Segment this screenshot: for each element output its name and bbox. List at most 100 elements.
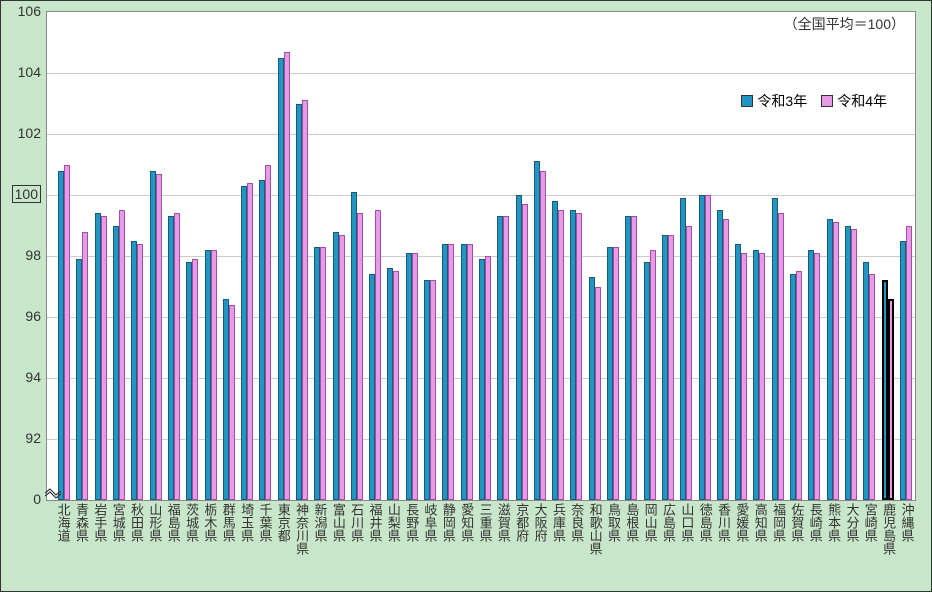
bar-group bbox=[73, 12, 91, 500]
x-tick-label: 埼玉県 bbox=[237, 501, 255, 591]
bar bbox=[174, 213, 180, 500]
bar bbox=[137, 244, 143, 500]
bar-group bbox=[787, 12, 805, 500]
x-tick-label: 和歌山県 bbox=[586, 501, 604, 591]
bar bbox=[705, 195, 711, 500]
x-tick-label: 岐阜県 bbox=[421, 501, 439, 591]
bar bbox=[101, 216, 107, 500]
x-tick-label: 長野県 bbox=[403, 501, 421, 591]
bar bbox=[412, 253, 418, 500]
bar-group bbox=[110, 12, 128, 500]
bar bbox=[211, 250, 217, 500]
bar-group bbox=[165, 12, 183, 500]
bar-group bbox=[823, 12, 841, 500]
bar bbox=[558, 210, 564, 500]
x-tick-label: 長崎県 bbox=[806, 501, 824, 591]
bar-group bbox=[641, 12, 659, 500]
x-tick-label: 北海道 bbox=[54, 501, 72, 591]
bar bbox=[778, 213, 784, 500]
bar bbox=[650, 250, 656, 500]
bar bbox=[82, 232, 88, 500]
y-tick-label: 96 bbox=[25, 308, 41, 324]
bars-area bbox=[47, 12, 915, 500]
bar bbox=[576, 213, 582, 500]
bar-group bbox=[659, 12, 677, 500]
bar bbox=[430, 280, 436, 500]
bar bbox=[888, 299, 894, 500]
bar bbox=[192, 259, 198, 500]
bar bbox=[522, 204, 528, 500]
bar-group bbox=[622, 12, 640, 500]
bar bbox=[448, 244, 454, 500]
bar-group bbox=[220, 12, 238, 500]
x-tick-label: 京都府 bbox=[513, 501, 531, 591]
bar bbox=[156, 174, 162, 500]
bar-group bbox=[842, 12, 860, 500]
bar-group bbox=[293, 12, 311, 500]
x-tick-label: 愛知県 bbox=[458, 501, 476, 591]
x-tick-label: 静岡県 bbox=[439, 501, 457, 591]
y-tick-label: 106 bbox=[18, 3, 41, 19]
bar bbox=[64, 165, 70, 501]
x-tick-label: 広島県 bbox=[659, 501, 677, 591]
x-tick-label: 福岡県 bbox=[769, 501, 787, 591]
bar bbox=[339, 235, 345, 500]
bar bbox=[467, 244, 473, 500]
bar-group bbox=[421, 12, 439, 500]
bar bbox=[119, 210, 125, 500]
y-tick-label: 94 bbox=[25, 369, 41, 385]
x-tick-label: 山形県 bbox=[146, 501, 164, 591]
bar bbox=[613, 247, 619, 500]
bar-group bbox=[494, 12, 512, 500]
x-tick-label: 熊本県 bbox=[824, 501, 842, 591]
bar-group bbox=[201, 12, 219, 500]
bar-group bbox=[677, 12, 695, 500]
bar-group bbox=[531, 12, 549, 500]
bar-group bbox=[897, 12, 915, 500]
bar-group bbox=[55, 12, 73, 500]
bar bbox=[595, 287, 601, 501]
x-tick-label: 石川県 bbox=[348, 501, 366, 591]
bar bbox=[485, 256, 491, 500]
x-tick-label: 沖縄県 bbox=[898, 501, 916, 591]
bar-group bbox=[256, 12, 274, 500]
bar-group bbox=[695, 12, 713, 500]
x-tick-label: 群馬県 bbox=[219, 501, 237, 591]
bar-group bbox=[183, 12, 201, 500]
bar bbox=[741, 253, 747, 500]
bar bbox=[906, 226, 912, 501]
x-tick-label: 高知県 bbox=[751, 501, 769, 591]
bar-group bbox=[384, 12, 402, 500]
y-tick-label: 104 bbox=[18, 64, 41, 80]
plot-area: （全国平均＝100） 令和3年 令和4年 bbox=[46, 11, 916, 501]
x-tick-label: 栃木県 bbox=[201, 501, 219, 591]
x-tick-label: 徳島県 bbox=[696, 501, 714, 591]
bar bbox=[814, 253, 820, 500]
bar bbox=[833, 222, 839, 500]
bar bbox=[540, 171, 546, 500]
bar bbox=[320, 247, 326, 500]
bar-group bbox=[92, 12, 110, 500]
y-tick-label: 100 bbox=[12, 185, 41, 203]
x-tick-label: 茨城県 bbox=[182, 501, 200, 591]
bar bbox=[759, 253, 765, 500]
x-tick-label: 福島県 bbox=[164, 501, 182, 591]
x-tick-label: 岩手県 bbox=[91, 501, 109, 591]
bar bbox=[265, 165, 271, 501]
bar-group bbox=[750, 12, 768, 500]
bar-group bbox=[366, 12, 384, 500]
bar bbox=[393, 271, 399, 500]
bar bbox=[631, 216, 637, 500]
bar-group bbox=[275, 12, 293, 500]
bar bbox=[357, 213, 363, 500]
x-tick-label: 奈良県 bbox=[568, 501, 586, 591]
bar-group bbox=[769, 12, 787, 500]
x-tick-label: 秋田県 bbox=[127, 501, 145, 591]
x-tick-label: 香川県 bbox=[714, 501, 732, 591]
bar bbox=[375, 210, 381, 500]
x-tick-label: 山梨県 bbox=[384, 501, 402, 591]
x-tick-label: 大分県 bbox=[843, 501, 861, 591]
bar-group bbox=[604, 12, 622, 500]
x-tick-label: 東京都 bbox=[274, 501, 292, 591]
bar-group bbox=[805, 12, 823, 500]
